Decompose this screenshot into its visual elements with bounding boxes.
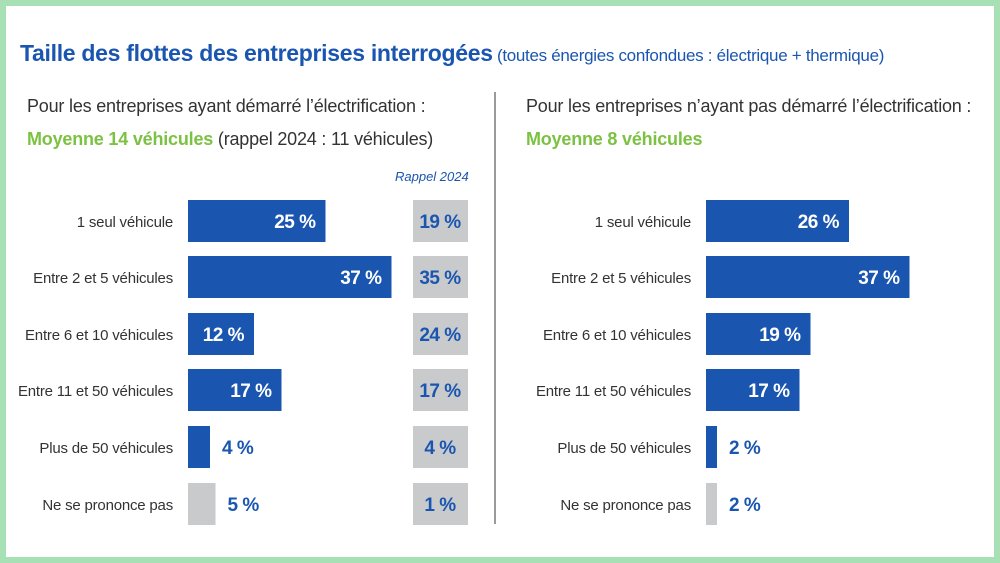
rappel-2024-value-label: 24 %	[419, 325, 461, 346]
right-category-label: Entre 2 et 5 véhicules	[551, 270, 691, 287]
left-category-label: Plus de 50 véhicules	[39, 440, 173, 457]
right-category-label: Plus de 50 véhicules	[557, 440, 691, 457]
left-bar	[188, 200, 326, 242]
right-category-label: Entre 6 et 10 véhicules	[543, 327, 691, 344]
left-value-label: 5 %	[228, 495, 260, 516]
right-bar	[706, 483, 717, 525]
left-bar	[188, 369, 282, 411]
right-value-label: 26 %	[798, 212, 840, 233]
left-value-label: 17 %	[230, 381, 272, 402]
rappel-2024-box	[413, 426, 468, 468]
right-value-label: 2 %	[729, 438, 761, 459]
right-value-label: 17 %	[748, 381, 790, 402]
right-bar	[706, 369, 800, 411]
left-panel-heading: Pour les entreprises ayant démarré l’éle…	[27, 96, 426, 116]
rappel-2024-box	[413, 200, 468, 242]
left-average-value: Moyenne 14 véhicules	[27, 129, 214, 149]
right-bar	[706, 313, 811, 355]
left-average-note: (rappel 2024 : 11 véhicules)	[217, 129, 434, 149]
rappel-2024-box	[413, 313, 468, 355]
left-bar	[188, 313, 254, 355]
left-category-label: Entre 11 et 50 véhicules	[18, 383, 173, 400]
rappel-2024-box	[413, 483, 468, 525]
left-value-label: 37 %	[340, 268, 382, 289]
title-subtitle: (toutes énergies confondues : électrique…	[496, 46, 885, 65]
right-value-label: 37 %	[858, 268, 900, 289]
right-category-label: Entre 11 et 50 véhicules	[536, 383, 691, 400]
panel-divider	[494, 92, 496, 524]
rappel-2024-box	[413, 369, 468, 411]
left-value-label: 12 %	[203, 325, 245, 346]
left-category-label: Ne se prononce pas	[42, 497, 173, 514]
rappel-2024-value-label: 35 %	[419, 268, 461, 289]
right-bar	[706, 200, 849, 242]
rappel-2024-value-label: 19 %	[419, 212, 461, 233]
right-value-label: 2 %	[729, 495, 761, 516]
rappel-2024-box	[413, 256, 468, 298]
left-panel-average: Moyenne 14 véhicules (rappel 2024 : 11 v…	[27, 129, 433, 150]
left-value-label: 25 %	[274, 212, 316, 233]
left-category-label: Entre 6 et 10 véhicules	[25, 327, 173, 344]
right-panel-heading: Pour les entreprises n’ayant pas démarré…	[526, 96, 972, 116]
rappel-2024-value-label: 17 %	[419, 381, 461, 402]
left-bar	[188, 483, 216, 525]
right-panel-average: Moyenne 8 véhicules	[526, 129, 702, 150]
right-average-value: Moyenne 8 véhicules	[526, 129, 703, 149]
right-bar	[706, 426, 717, 468]
title-main: Taille des flottes des entreprises inter…	[20, 40, 493, 66]
left-bar	[188, 426, 210, 468]
left-bar	[188, 256, 392, 298]
right-category-label: Ne se prononce pas	[560, 497, 691, 514]
rappel-2024-value-label: 4 %	[424, 438, 456, 459]
left-value-label: 4 %	[222, 438, 254, 459]
figure-title: Taille des flottes des entreprises inter…	[20, 40, 884, 67]
left-category-label: 1 seul véhicule	[77, 214, 173, 231]
right-bar	[706, 256, 910, 298]
right-category-label: 1 seul véhicule	[595, 214, 691, 231]
left-category-label: Entre 2 et 5 véhicules	[33, 270, 173, 287]
right-value-label: 19 %	[759, 325, 801, 346]
rappel-2024-value-label: 1 %	[424, 495, 456, 516]
rappel-2024-title: Rappel 2024	[395, 169, 469, 184]
